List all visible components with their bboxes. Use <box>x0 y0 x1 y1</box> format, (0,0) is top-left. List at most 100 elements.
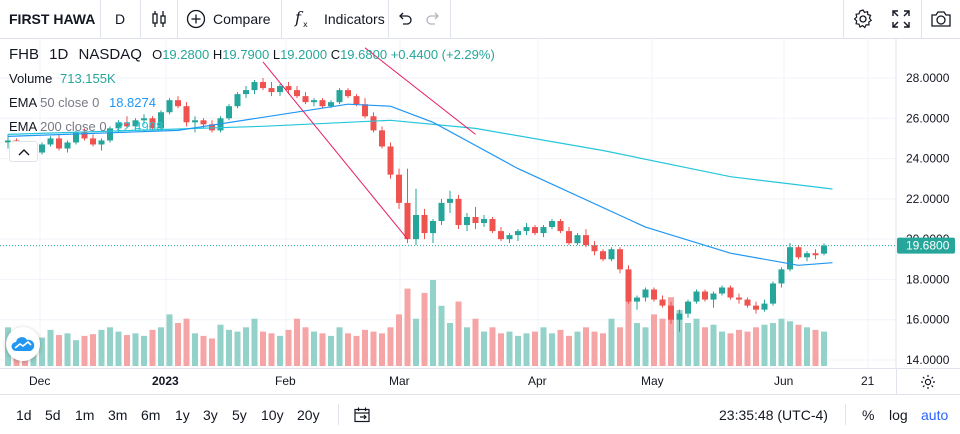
range-3y[interactable]: 3y <box>203 395 218 434</box>
gear-icon <box>853 9 873 29</box>
legend-ema50[interactable]: EMA 50 close 0 18.8274 <box>9 95 156 110</box>
redo-icon <box>426 12 439 25</box>
candle-body <box>659 299 666 306</box>
fullscreen-button[interactable] <box>885 0 917 38</box>
indicator-lines <box>0 47 896 266</box>
candle-body <box>294 90 300 97</box>
redo-button[interactable] <box>420 0 446 38</box>
volume-bar <box>489 327 496 366</box>
range-1m[interactable]: 1m <box>75 395 94 434</box>
volume-bar <box>166 314 173 366</box>
range-3m[interactable]: 3m <box>108 395 127 434</box>
volume-bar <box>685 323 691 366</box>
candle-body <box>736 297 742 300</box>
ema200-params: 200 close 0 <box>40 119 107 134</box>
high-value: 19.7900 <box>222 47 270 62</box>
candle-body <box>455 198 462 226</box>
chart-style-button[interactable] <box>140 0 177 38</box>
divider <box>338 404 339 425</box>
compare-button[interactable]: Compare <box>177 0 281 38</box>
volume-bar <box>804 327 810 366</box>
range-6m[interactable]: 6m <box>141 395 160 434</box>
range-5d[interactable]: 5d <box>45 395 61 434</box>
camera-icon <box>931 11 951 27</box>
range-1d[interactable]: 1d <box>16 395 32 434</box>
log-scale-toggle[interactable]: log <box>889 395 908 434</box>
range-10y[interactable]: 10y <box>261 395 284 434</box>
axis-settings-icon[interactable] <box>919 373 937 391</box>
volume-bar <box>532 331 538 366</box>
candle-body <box>183 106 190 123</box>
candle-body <box>73 132 79 143</box>
volume-bar <box>260 331 266 366</box>
price-label: 16.0000 <box>906 313 950 327</box>
symbol-search[interactable]: FIRST HAWA <box>0 0 100 38</box>
candle-body <box>243 90 249 95</box>
candle-body <box>166 100 173 113</box>
candle-body <box>693 291 700 302</box>
volume-bar <box>736 329 742 366</box>
range-5y[interactable]: 5y <box>232 395 247 434</box>
chart-area[interactable]: 28.000026.000024.000022.000020.000018.00… <box>0 38 960 368</box>
candle-body <box>634 297 640 302</box>
volume-bar <box>328 335 334 366</box>
candle-body <box>651 289 657 300</box>
volume-bar <box>243 327 249 366</box>
settings-button[interactable] <box>847 0 879 38</box>
time-axis[interactable]: Dec 2023 Feb Mar Apr May Jun 21 <box>0 368 960 395</box>
volume-bar <box>676 310 683 366</box>
range-20y[interactable]: 20y <box>297 395 320 434</box>
candle-body <box>702 291 708 300</box>
undo-button[interactable] <box>392 0 418 38</box>
collapse-legend-button[interactable] <box>9 141 38 162</box>
legend-volume[interactable]: Volume 713.155K <box>9 71 116 86</box>
interval-label: D <box>114 11 126 27</box>
candle-body <box>328 102 334 107</box>
range-label: 5y <box>232 406 247 423</box>
candle-body <box>192 120 198 123</box>
plus-circle-icon <box>186 9 206 29</box>
volume-bar <box>98 329 105 366</box>
candle-body <box>5 140 11 143</box>
legend-ema200[interactable]: EMA 200 close 0 22.4908 <box>9 119 163 134</box>
open-value: 19.2800 <box>162 47 210 62</box>
percent-scale-toggle[interactable]: % <box>862 395 874 434</box>
clock[interactable]: 23:35:48 (UTC-4) <box>719 395 828 434</box>
volume-bar <box>659 318 666 366</box>
goto-date-button[interactable] <box>353 395 371 434</box>
volume-bar <box>311 331 317 366</box>
candle-body <box>625 269 632 302</box>
candle-body <box>532 227 538 234</box>
candle-body <box>795 247 802 258</box>
candle-body <box>158 112 164 129</box>
range-label: 1m <box>75 406 95 423</box>
candle-body <box>226 106 232 119</box>
range-1y[interactable]: 1y <box>175 395 190 434</box>
divider <box>100 0 101 38</box>
price-axis: 28.000026.000024.000022.000020.000018.00… <box>897 71 955 367</box>
candle-body <box>285 86 292 91</box>
snapshot-button[interactable] <box>924 0 958 38</box>
time-label: Mar <box>389 374 410 388</box>
price-chart[interactable]: 28.000026.000024.000022.000020.000018.00… <box>0 38 960 368</box>
trendline <box>262 61 408 240</box>
candle-body <box>387 146 394 175</box>
volume-bar <box>209 338 215 366</box>
volume-bar <box>591 331 598 366</box>
svg-text:x: x <box>303 20 308 29</box>
candle-body <box>515 231 521 236</box>
candle-body <box>39 144 45 153</box>
candle-body <box>149 118 156 129</box>
interval-button[interactable]: D <box>100 0 140 38</box>
logo-button[interactable] <box>6 327 40 361</box>
volume-bar <box>277 335 283 366</box>
range-label: 5d <box>45 406 61 423</box>
price-label: 22.0000 <box>906 192 950 206</box>
volume-bar <box>217 324 224 366</box>
volume-bar <box>200 335 207 366</box>
candle-body <box>719 287 725 294</box>
range-label: 20y <box>297 406 320 423</box>
auto-scale-toggle[interactable]: auto <box>921 395 948 434</box>
